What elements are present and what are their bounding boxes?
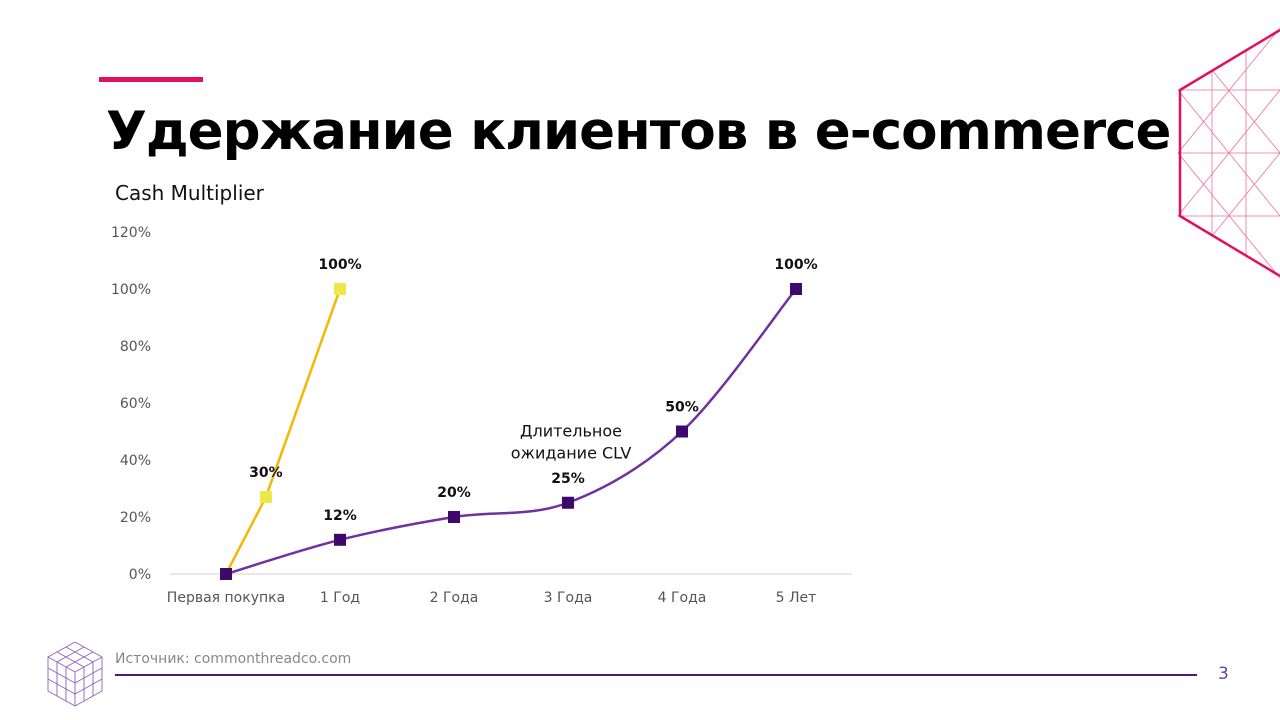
data-point-yellow <box>259 491 272 504</box>
x-tick-label: 4 Года <box>658 590 707 606</box>
data-label: 100% <box>774 257 817 273</box>
y-tick-label: 40% <box>120 453 151 469</box>
data-label: 100% <box>318 257 361 273</box>
data-point-purple <box>220 568 232 580</box>
chart-annotation: Длительное <box>520 422 622 441</box>
data-point-purple <box>448 511 460 523</box>
slide-title: Удержание клиентов в e-commerce <box>106 101 1171 162</box>
chart-annotation: ожидание CLV <box>511 444 632 463</box>
data-point-purple <box>562 496 574 509</box>
y-tick-label: 0% <box>129 567 151 583</box>
y-tick-label: 20% <box>120 510 151 526</box>
chart-subtitle: Cash Multiplier <box>115 181 264 205</box>
y-tick-label: 80% <box>120 339 151 355</box>
data-label: 50% <box>665 400 699 416</box>
y-tick-label: 100% <box>111 282 151 298</box>
data-point-purple <box>676 425 688 438</box>
x-tick-label: 3 Года <box>544 590 593 606</box>
data-label: 25% <box>551 471 585 487</box>
data-label: 30% <box>249 465 283 481</box>
page-number: 3 <box>1218 664 1229 684</box>
x-tick-label: Первая покупка <box>167 590 285 606</box>
data-point-purple <box>334 533 346 546</box>
y-tick-label: 120% <box>111 225 151 241</box>
title-accent-bar <box>99 77 203 82</box>
triangle-grid-hexagon-icon <box>1178 28 1280 278</box>
data-label: 12% <box>323 508 357 524</box>
x-tick-label: 5 Лет <box>776 590 817 606</box>
data-point-purple <box>790 283 802 295</box>
x-tick-label: 1 Год <box>320 590 360 606</box>
y-tick-label: 60% <box>120 396 151 412</box>
series-line-yellow <box>224 288 342 575</box>
data-label: 20% <box>437 485 471 501</box>
series-line-purple <box>225 288 797 576</box>
data-point-yellow <box>334 283 346 295</box>
x-tick-label: 2 Года <box>430 590 479 606</box>
wireframe-cube-icon <box>47 641 103 707</box>
source-citation: Источник: commonthreadco.com <box>115 651 352 667</box>
footer-divider <box>115 674 1197 676</box>
